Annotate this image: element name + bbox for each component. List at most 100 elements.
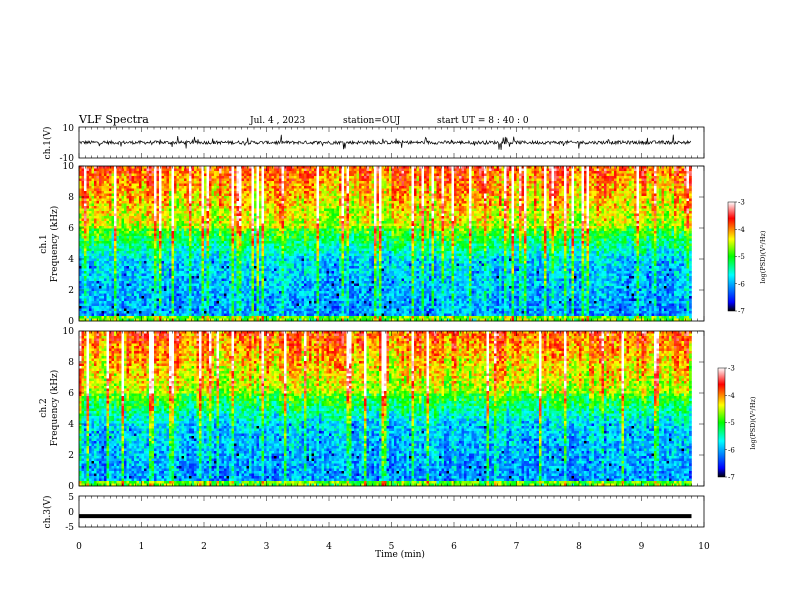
ch1-spec-cell <box>279 168 282 172</box>
ch1-spec-cell <box>399 171 402 174</box>
ch1-spec-cell <box>474 173 477 177</box>
ch1-spec-cell <box>311 166 315 169</box>
ch1-spec-cell <box>104 168 107 172</box>
ch1-spec-cell <box>324 188 327 192</box>
ch1-spec-cell <box>231 186 235 189</box>
ch1-spec-cell <box>684 191 687 194</box>
ch1-spec-cell <box>146 193 150 197</box>
ch1-spec-cell <box>471 198 475 202</box>
ch1-spec-cell <box>136 166 140 169</box>
ch1-spec-cell <box>304 208 307 212</box>
ch1-spec-cell <box>479 173 482 177</box>
ch1-spec-cell <box>509 183 512 187</box>
ch1-spec-cell <box>281 201 285 204</box>
ch1-spec-cell <box>504 193 507 197</box>
ch1-spec-cell <box>544 186 547 189</box>
ch1-spec-cell <box>491 181 495 184</box>
ch1-spec-cell <box>116 206 120 209</box>
ch1-spec-cell <box>271 186 275 189</box>
ch1-spec-cell <box>451 211 455 214</box>
ch1-spec-cell <box>464 196 467 199</box>
ch1-spec-cell <box>341 173 345 177</box>
ch1-spec-cell <box>491 168 495 172</box>
ch1-spec-cell <box>104 213 107 217</box>
ch1-spec-cell <box>376 196 380 199</box>
ch1-spec-cell <box>451 206 455 209</box>
ch1-spec-cell <box>199 206 202 209</box>
ch1-spec-cell <box>661 191 665 194</box>
ch1-spec-cell <box>471 178 475 182</box>
ch1-spec-cell <box>464 206 467 209</box>
ch1-spec-cell <box>376 188 380 192</box>
ch1-spec-cell <box>554 181 557 184</box>
ch1-spec-cell <box>241 186 245 189</box>
ch1-spec-cell <box>366 181 370 184</box>
ch1-spec-cell <box>369 198 372 202</box>
ch1-spec-cell <box>416 211 420 214</box>
ch1-spec-cell <box>331 171 335 174</box>
ch1-spec-cell <box>146 181 150 184</box>
ch1-spec-cell <box>289 171 292 174</box>
ch1-spec-cell <box>556 206 560 209</box>
ch1-spec-cell <box>661 211 665 214</box>
ch1-spec-cell <box>636 176 640 179</box>
ch1-spec-cell <box>296 168 300 172</box>
ch1-spec-cell <box>266 168 270 172</box>
ch1-spec-cell <box>86 181 90 184</box>
ch1-spec-cell <box>254 181 257 184</box>
ch1-spec-cell <box>511 183 515 187</box>
ch1-spec-cell <box>376 198 380 202</box>
ch1-spec-cell <box>461 211 465 214</box>
ch1-spec-cell <box>179 191 182 194</box>
ch1-spec-cell <box>101 211 105 214</box>
ch1-spec-cell <box>654 211 657 214</box>
ch1-spec-cell <box>194 166 197 169</box>
ch1-spec-cell <box>189 166 192 169</box>
ch1-spec-cell <box>179 183 182 187</box>
ch1-spec-cell <box>206 191 210 194</box>
ch1-spec-cell <box>491 176 495 179</box>
ch1-spec-cell <box>519 186 522 189</box>
ch1-spec-cell <box>561 183 565 187</box>
ch1-spec-cell <box>559 178 562 182</box>
ch1-spec-cell <box>106 173 110 177</box>
ch1-spec-cell <box>524 198 527 202</box>
ch1-spec-cell <box>101 198 105 202</box>
ch1-spec-cell <box>604 191 607 194</box>
ch1-spec-cell <box>271 196 275 199</box>
ch1-spec-cell <box>116 193 120 197</box>
ch1-spec-cell <box>89 171 92 174</box>
ch1-spec-cell <box>379 178 382 182</box>
ch1-spec-cell <box>326 186 330 189</box>
ch1-spec-cell <box>461 181 465 184</box>
ch1-spec-cell <box>181 181 185 184</box>
ch1-spec-cell <box>376 206 380 209</box>
ch1-spec-cell <box>291 168 295 172</box>
ch1-spec-cell <box>496 181 500 184</box>
ch1-spec-cell <box>386 201 390 204</box>
ch1-spec-cell <box>339 166 342 169</box>
ch1-spec-cell <box>576 173 580 177</box>
ch1-spec-cell <box>244 206 247 209</box>
ch1-spec-cell <box>179 196 182 199</box>
ch1-spec-cell <box>401 208 405 212</box>
ch1-spec-cell <box>354 213 357 217</box>
ch1-spec-cell <box>206 171 210 174</box>
ch1-spec-cell <box>521 173 525 177</box>
ch1-spec-cell <box>536 208 540 212</box>
ch1-spec-cell <box>349 196 352 199</box>
ch1-spec-cell <box>429 168 432 172</box>
ch1-spec-cell <box>339 208 342 212</box>
ch1-spec-cell <box>279 193 282 197</box>
ch1-spec-cell <box>651 191 655 194</box>
ch1-spec-cell <box>349 213 352 217</box>
ch1-spec-cell <box>216 203 220 207</box>
ch1-spec-cell <box>111 213 115 217</box>
ch1-spec-cell <box>461 178 465 182</box>
ch1-spec-cell <box>129 166 132 169</box>
ch1-spec-cell <box>276 201 280 204</box>
ch1-spec-cell <box>306 201 310 204</box>
ch1-spec-cell <box>509 196 512 199</box>
ch1-spec-cell <box>194 188 197 192</box>
ch1-spec-cell <box>549 193 552 197</box>
